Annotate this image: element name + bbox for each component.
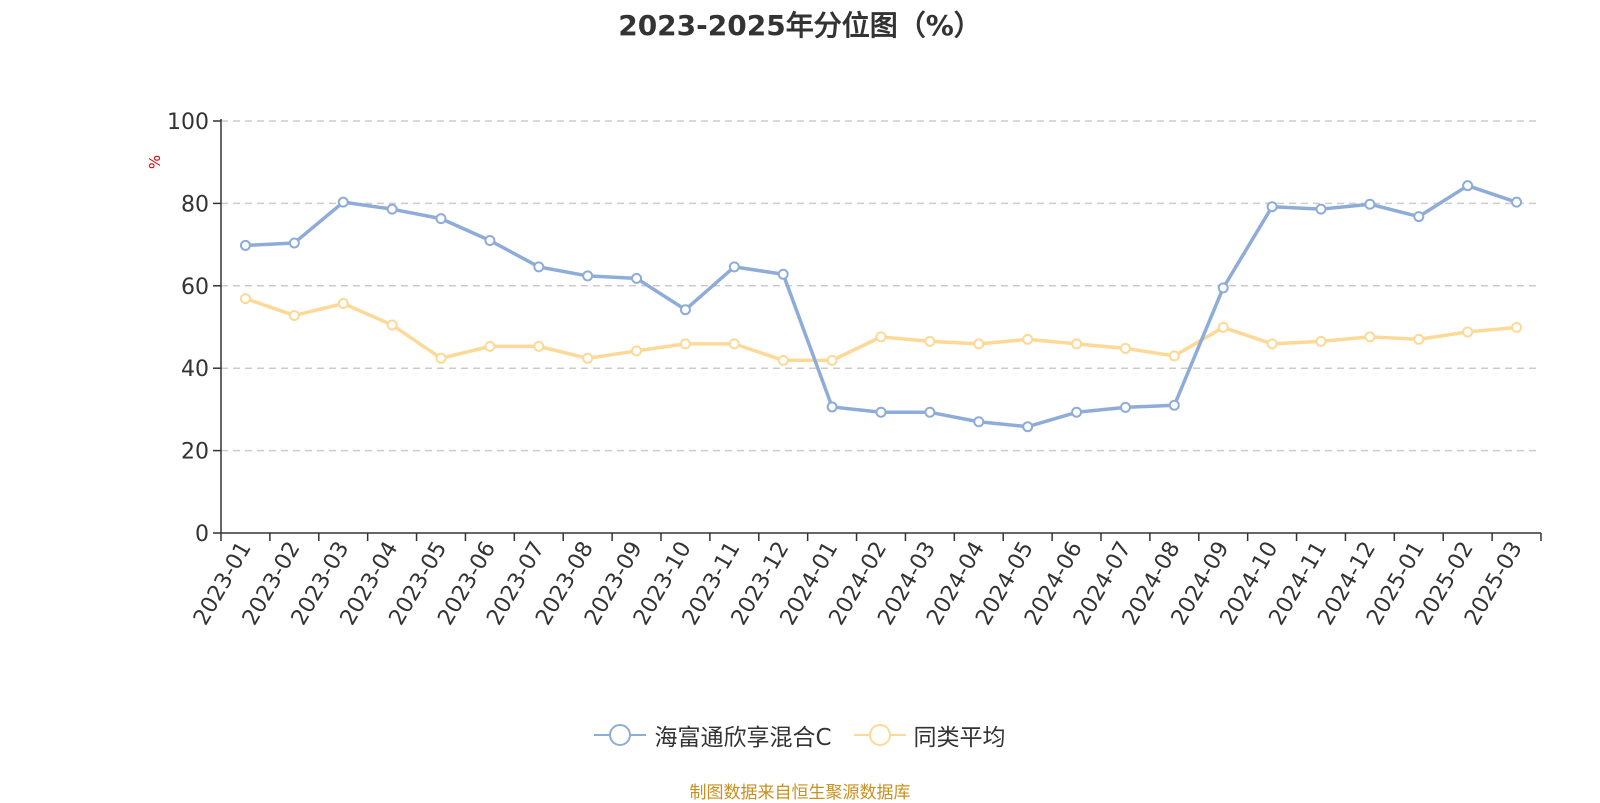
data-point-series-1 [1119, 401, 1131, 413]
data-point-series-1 [777, 268, 789, 280]
data-point-series-2 [728, 338, 740, 350]
data-point-series-1 [533, 261, 545, 273]
data-point-series-2 [533, 340, 545, 352]
data-source-footer: 制图数据来自恒生聚源数据库 [689, 783, 911, 803]
data-point-series-1 [582, 270, 594, 282]
y-tick-label: 60 [181, 275, 209, 300]
legend-label-series-1: 海富通欣享混合C [654, 725, 832, 751]
data-point-series-2 [239, 293, 251, 305]
data-point-series-2 [1168, 350, 1180, 362]
legend-item-series-2[interactable]: 同类平均 [853, 718, 1006, 752]
legend-label-series-2: 同类平均 [913, 725, 1006, 751]
legend-marker-series-1 [594, 724, 647, 746]
data-point-series-2 [924, 335, 936, 347]
data-point-series-1 [386, 203, 398, 215]
y-axis-unit: % [146, 155, 164, 169]
data-point-series-1 [1266, 201, 1278, 213]
data-point-series-2 [1364, 331, 1376, 343]
data-point-series-2 [973, 338, 985, 350]
data-point-series-1 [973, 416, 985, 428]
data-point-series-1 [631, 272, 643, 284]
data-point-series-1 [1022, 421, 1034, 433]
y-tick-label: 100 [167, 110, 209, 135]
data-point-series-1 [1168, 399, 1180, 411]
data-point-series-2 [1315, 335, 1327, 347]
series-line-1 [245, 183, 1518, 429]
data-point-series-1 [435, 213, 447, 225]
data-point-series-2 [1413, 333, 1425, 345]
data-point-series-2 [679, 338, 691, 350]
chart-legend: 海富通欣享混合C 同类平均 [0, 718, 1600, 752]
data-point-series-1 [239, 239, 251, 251]
data-point-series-1 [679, 304, 691, 316]
data-point-series-2 [1511, 321, 1523, 333]
y-tick-label: 40 [181, 357, 209, 382]
chart-title: 2023-2025年分位图（%） [618, 9, 982, 42]
y-tick-label: 80 [181, 192, 209, 217]
legend-item-series-1[interactable]: 海富通欣享混合C [594, 718, 832, 752]
data-point-series-1 [288, 237, 300, 249]
data-point-series-2 [777, 354, 789, 366]
data-point-series-1 [1462, 180, 1474, 192]
data-point-series-1 [1511, 196, 1523, 208]
data-point-series-1 [924, 406, 936, 418]
data-point-series-1 [1217, 282, 1229, 294]
data-point-series-1 [1071, 406, 1083, 418]
data-point-series-2 [1022, 333, 1034, 345]
y-tick-label: 20 [181, 440, 209, 465]
data-point-series-2 [484, 340, 496, 352]
data-point-series-2 [337, 298, 349, 310]
data-point-series-2 [582, 352, 594, 364]
data-point-series-2 [826, 354, 838, 366]
data-point-series-1 [484, 234, 496, 246]
y-tick-label: 0 [195, 522, 209, 547]
data-point-series-2 [1119, 342, 1131, 354]
legend-marker-series-2 [853, 724, 906, 746]
data-point-series-2 [1217, 321, 1229, 333]
data-point-series-1 [1315, 203, 1327, 215]
data-point-series-2 [435, 352, 447, 364]
data-point-series-2 [1462, 326, 1474, 338]
data-point-series-2 [631, 345, 643, 357]
data-point-series-1 [728, 261, 740, 273]
series-line-2 [244, 296, 1517, 363]
data-point-series-1 [1413, 211, 1425, 223]
data-point-series-1 [337, 196, 349, 208]
data-point-series-1 [875, 406, 887, 418]
data-point-series-2 [288, 309, 300, 321]
data-point-series-2 [1071, 338, 1083, 350]
data-point-series-2 [386, 319, 398, 331]
data-point-series-2 [875, 331, 887, 343]
data-point-series-2 [1266, 338, 1278, 350]
data-point-series-1 [1364, 198, 1376, 210]
data-point-series-1 [826, 401, 838, 413]
